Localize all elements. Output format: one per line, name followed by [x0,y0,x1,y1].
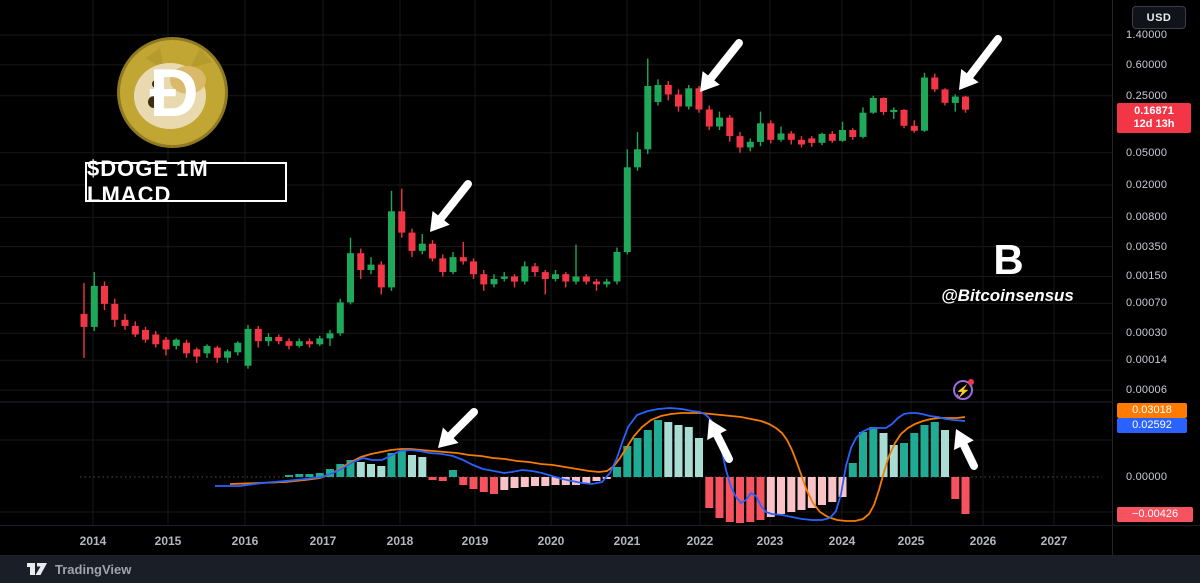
year-label-2027: 2027 [1040,534,1068,548]
tradingview-brand-text: TradingView [55,561,132,577]
price-axis[interactable]: 1.40000 0.60000 0.25000 0.05000 0.02000 0.008… [1112,0,1200,555]
macd-zero-label: 0.00000 [1126,471,1168,483]
grid [0,0,1112,525]
year-label-2018: 2018 [386,534,414,548]
year-label-2021: 2021 [613,534,641,548]
year-label-2025: 2025 [897,534,925,548]
year-label-2022: 2022 [686,534,714,548]
dogecoin-logo: Đ [117,37,228,148]
year-label-2024: 2024 [828,534,856,548]
macd-line [215,407,966,521]
macd-arrow-3[interactable] [953,429,978,470]
chart-title: $DOGE 1M LMACD [87,156,209,207]
price-arrow-2[interactable] [700,39,743,92]
current-price-badge: 0.16871 12d 13h [1117,103,1191,133]
macd-arrow-1[interactable] [438,408,478,448]
year-label-2020: 2020 [537,534,565,548]
price-label: 0.00350 [1126,241,1168,253]
chart-title-box: $DOGE 1M LMACD [85,156,287,207]
price-label: 0.02000 [1126,179,1168,191]
footer-bar: TradingView [0,555,1200,583]
year-label-2016: 2016 [231,534,259,548]
year-label-2017: 2017 [309,534,337,548]
price-label: 0.00014 [1126,354,1168,366]
signal-value-badge: 0.02592 [1117,418,1187,433]
svg-text:✦: ✦ [954,392,961,401]
candlestick-series [80,58,969,369]
macd-value-badge: 0.03018 [1117,403,1187,418]
price-label: 0.00150 [1126,270,1168,282]
svg-text:Đ: Đ [149,55,198,131]
tradingview-logo-icon [27,563,47,575]
year-label-2014: 2014 [79,534,107,548]
year-label-2015: 2015 [154,534,182,548]
price-label: 0.00030 [1126,327,1168,339]
bar-countdown: 12d 13h [1133,118,1175,130]
price-label: 0.60000 [1126,59,1168,71]
year-label-2023: 2023 [756,534,784,548]
svg-text:⚡: ⚡ [956,384,971,398]
year-label-2019: 2019 [461,534,489,548]
price-label: 0.00070 [1126,297,1168,309]
price-label: 1.40000 [1126,29,1168,41]
bitcoinsensus-logo: B [993,236,1023,283]
signal-line [229,412,966,522]
currency-toggle-button[interactable]: USD [1132,6,1186,29]
boost-icon[interactable]: ⚡ ✦ [951,377,975,401]
current-price: 0.16871 [1134,105,1174,117]
price-arrow-1[interactable] [430,180,472,232]
price-label: 0.25000 [1126,90,1168,102]
time-axis[interactable]: 2014 2015 2016 2017 2018 2019 2020 2021 2022 2023… [0,525,1200,556]
year-label-2026: 2026 [969,534,997,548]
histogram-value-badge: −0.00426 [1117,507,1193,522]
macd-arrow-2[interactable] [707,419,733,463]
price-arrow-3[interactable] [959,35,1002,90]
price-label: 0.00800 [1126,211,1168,223]
watermark: B @Bitcoinsensus [935,236,1080,306]
watermark-handle: @Bitcoinsensus [941,286,1074,305]
macd-histogram [285,420,970,523]
price-label: 0.00006 [1126,384,1168,396]
tradingview-logo[interactable]: TradingView [26,561,131,577]
price-label: 0.05000 [1126,147,1168,159]
